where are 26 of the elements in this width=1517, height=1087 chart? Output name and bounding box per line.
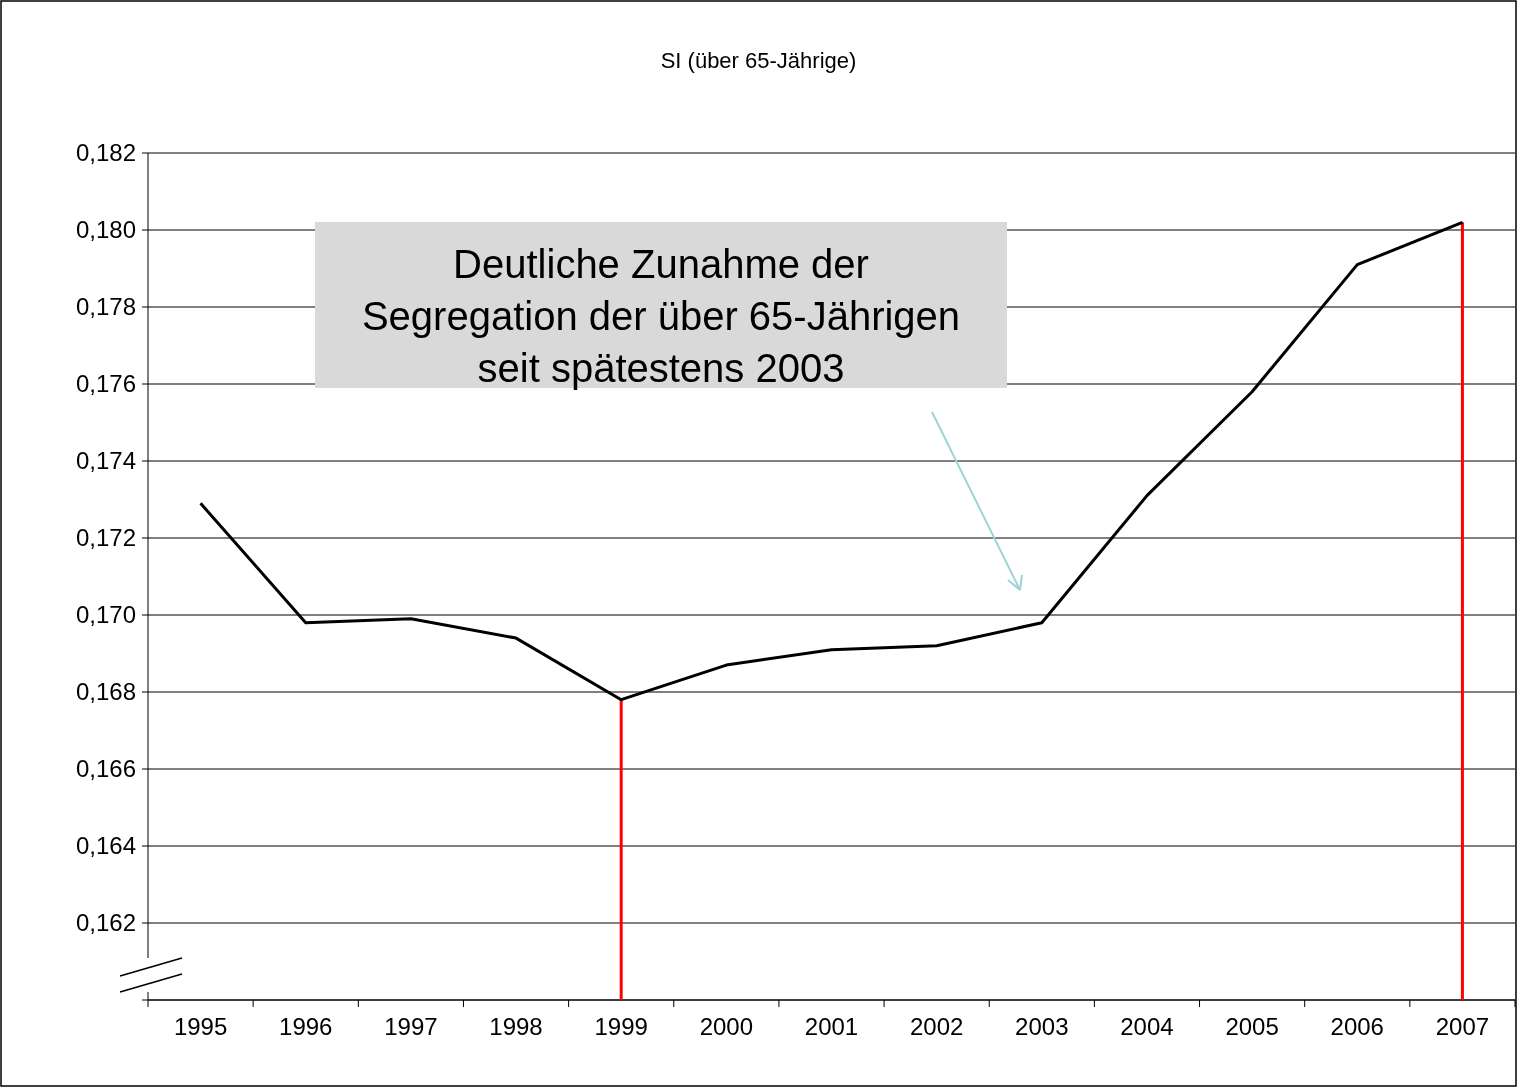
- y-tick-label: 0,174: [75, 447, 136, 475]
- y-tick-label: 0,178: [75, 293, 136, 321]
- y-tick-label: 0,168: [75, 678, 136, 706]
- x-tick-label: 1996: [279, 1013, 333, 1040]
- x-tick-label: 2003: [1015, 1013, 1069, 1040]
- x-tick-label: 1998: [489, 1013, 543, 1040]
- x-tick-label: 2005: [1225, 1013, 1279, 1040]
- x-tick-label: 2000: [699, 1013, 754, 1040]
- chart-title: SI (über 65-Jährige): [660, 48, 857, 73]
- y-tick-label: 0,164: [75, 832, 136, 860]
- x-tick-label: 1999: [594, 1013, 648, 1040]
- x-tick-label: 2001: [804, 1013, 859, 1040]
- annotation: Deutliche Zunahme der Segregation der über 65-Jährigen seit spätestens 2003: [361, 242, 961, 390]
- y-tick-label: 0,166: [75, 755, 136, 783]
- y-tick-label: 0,170: [75, 601, 136, 629]
- y-tick-label: 0,182: [75, 139, 136, 167]
- x-tick-label: 2006: [1330, 1013, 1384, 1040]
- x-tick-label: 1995: [173, 1013, 228, 1040]
- y-tick-label: 0,180: [75, 216, 136, 244]
- x-tick-label: 2004: [1120, 1013, 1174, 1040]
- y-tick-label: 0,162: [75, 909, 136, 937]
- x-tick-label: 1997: [384, 1013, 438, 1040]
- x-tick-label: 2007: [1435, 1013, 1490, 1040]
- y-tick-label: 0,172: [75, 524, 136, 552]
- y-tick-label: 0,176: [75, 370, 136, 398]
- x-tick-label: 2002: [909, 1013, 964, 1040]
